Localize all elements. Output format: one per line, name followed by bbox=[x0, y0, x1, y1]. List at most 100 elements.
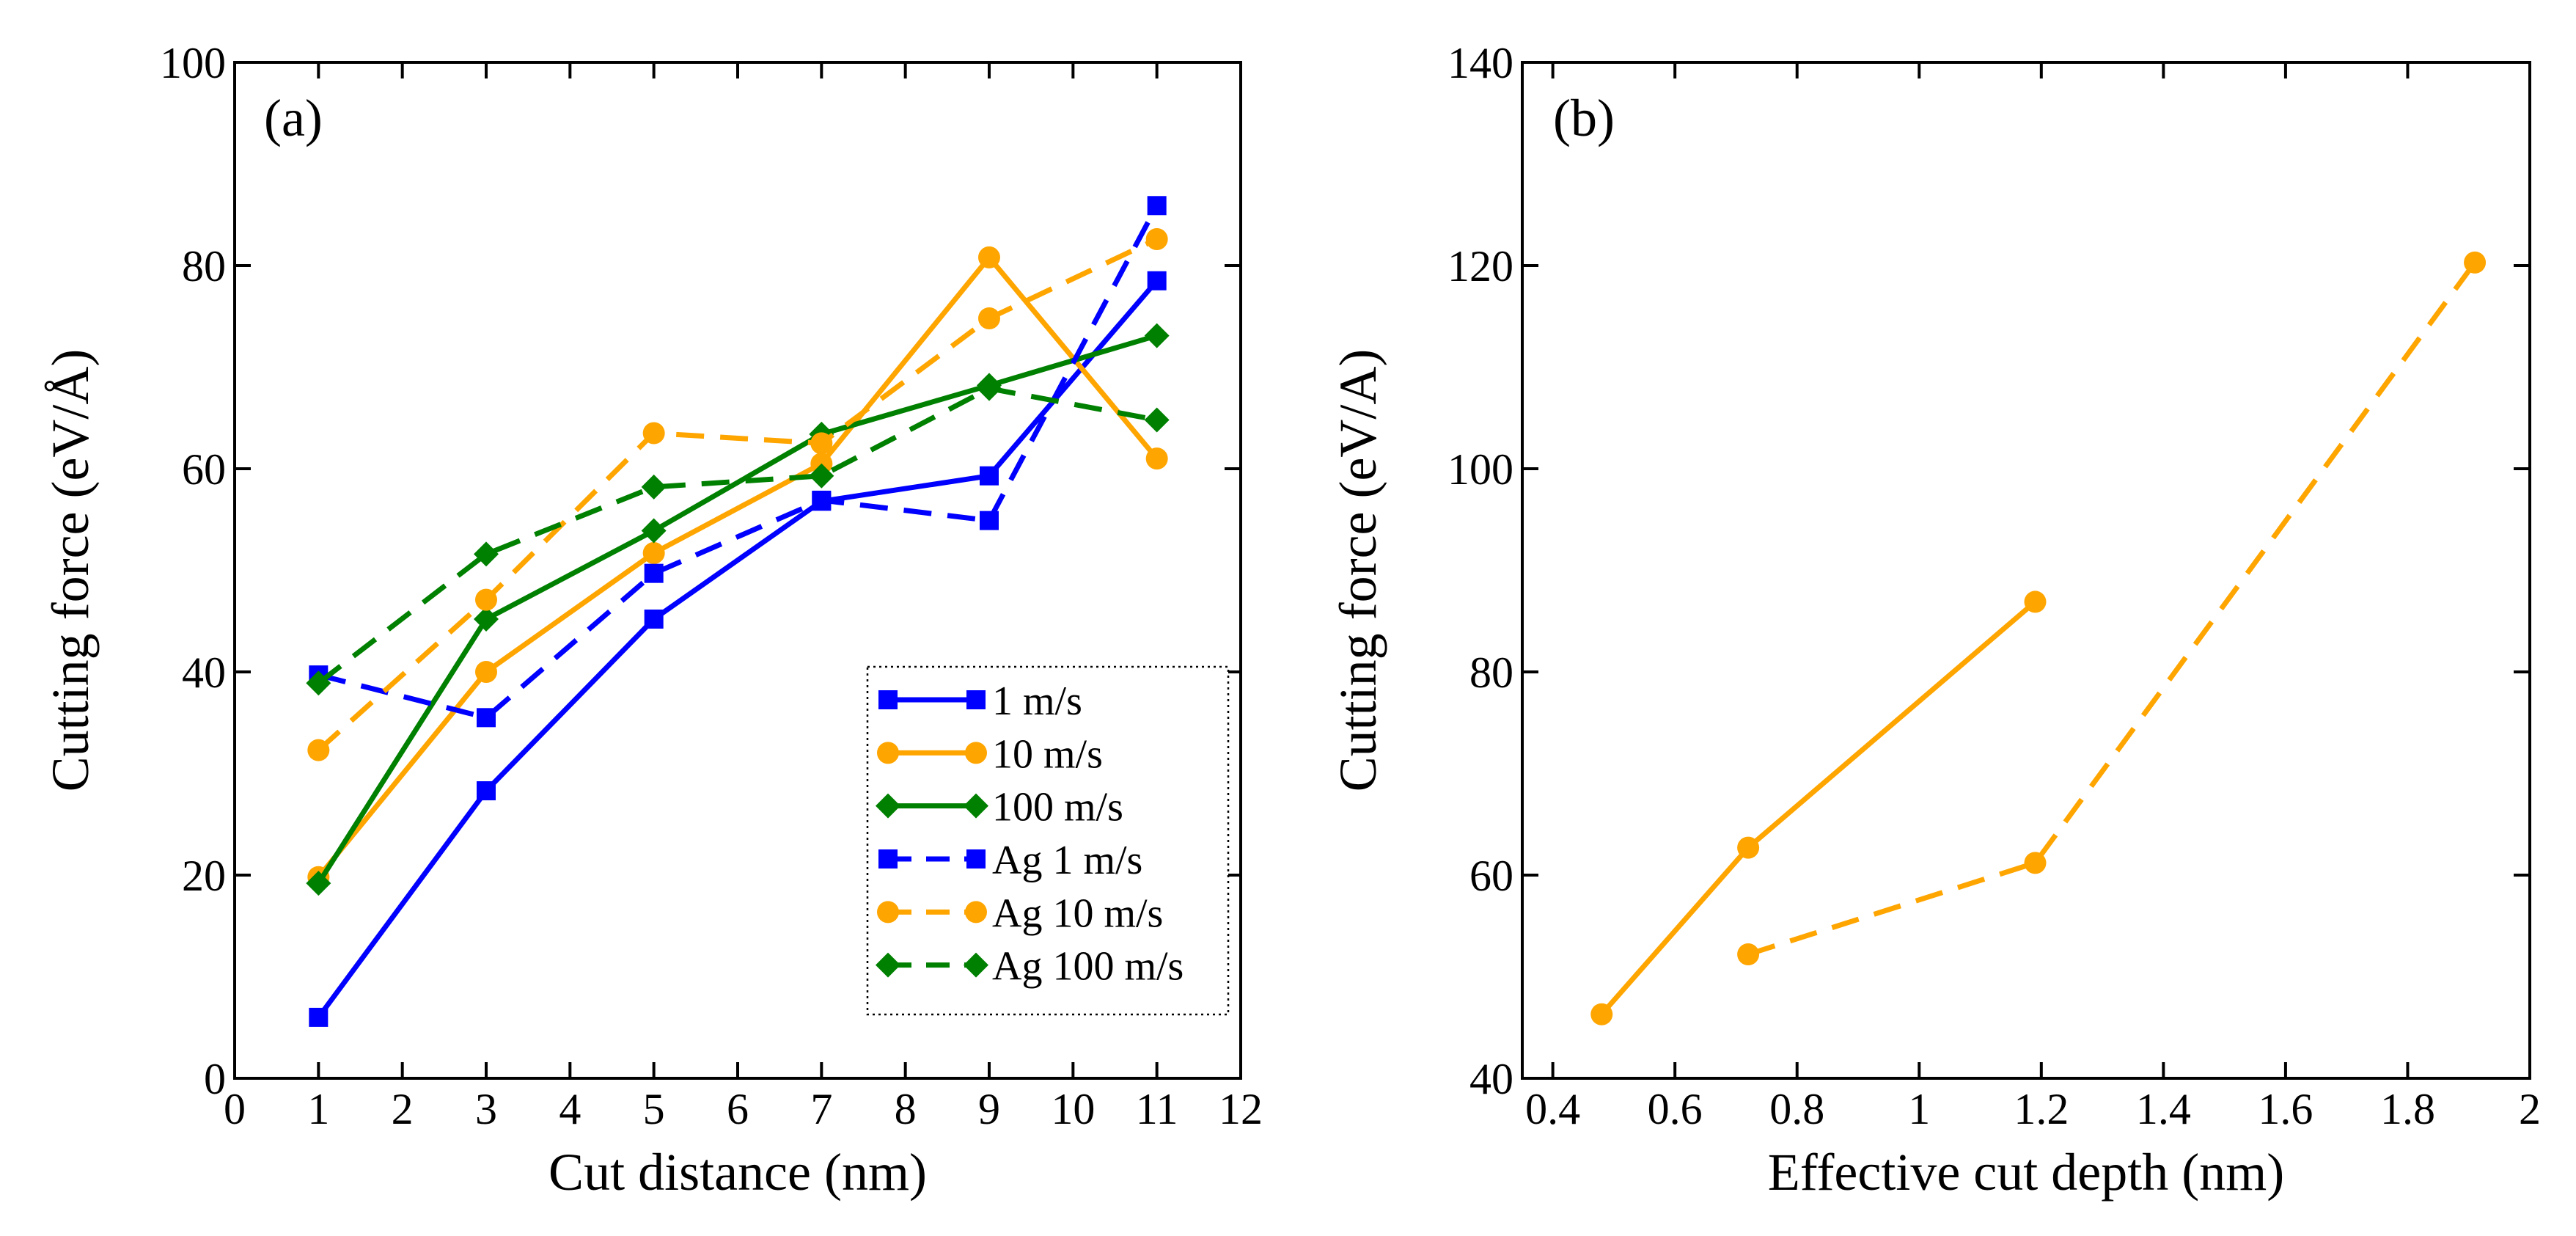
panel-a-x-tick-label: 8 bbox=[895, 1085, 917, 1133]
panel-a-x-tick-label: 1 bbox=[307, 1085, 329, 1133]
legend-label-1-m-s: 1 m/s bbox=[992, 679, 1082, 724]
data-point bbox=[642, 541, 665, 564]
data-point bbox=[977, 376, 1002, 401]
panel-a-label: (a) bbox=[264, 89, 323, 147]
panel-a-y-tick-label: 20 bbox=[182, 852, 226, 900]
panel-a-series-ag-1-m-s bbox=[309, 196, 1167, 728]
panel-b-y-tick-label: 120 bbox=[1447, 242, 1513, 290]
data-point bbox=[1737, 943, 1760, 966]
panel-b-x-tick-label: 1.2 bbox=[2014, 1085, 2069, 1133]
panel-b-x-tick-label: 2 bbox=[2519, 1085, 2541, 1133]
panel-a-y-axis-label: Cutting force (eV/Å) bbox=[41, 349, 100, 792]
legend-marker bbox=[965, 901, 987, 924]
data-point bbox=[477, 781, 496, 801]
panel-a-x-tick-label: 4 bbox=[559, 1085, 581, 1133]
data-point bbox=[474, 606, 499, 632]
data-point bbox=[2024, 852, 2047, 874]
panel-b: 0.4 0.6 0.8 1 1.2 1.4 1.6 1.8 2 40 60 80 100 120 140 Ef… bbox=[1329, 39, 2541, 1202]
panel-a-x-tick-label: 5 bbox=[643, 1085, 665, 1133]
legend-marker bbox=[877, 901, 899, 924]
series-line bbox=[317, 386, 1158, 686]
legend-marker bbox=[876, 793, 900, 819]
series-line bbox=[316, 255, 1159, 879]
data-point bbox=[306, 670, 331, 696]
panel-b-x-tick-label: 1 bbox=[1908, 1085, 1930, 1133]
data-point bbox=[474, 541, 499, 567]
data-point bbox=[307, 739, 330, 761]
data-point bbox=[2024, 590, 2047, 613]
panel-b-label: (b) bbox=[1553, 89, 1615, 147]
panel-a-y-tick-label: 0 bbox=[204, 1055, 226, 1103]
series-line bbox=[1747, 260, 2477, 957]
panel-b-x-tick-label: 0.6 bbox=[1648, 1085, 1703, 1133]
panel-a-series-ag-10-m-s bbox=[307, 227, 1168, 761]
data-point bbox=[1145, 447, 1168, 470]
data-point bbox=[641, 518, 667, 544]
legend-marker bbox=[877, 742, 899, 764]
legend-marker bbox=[966, 849, 986, 869]
legend-marker bbox=[964, 952, 988, 978]
panel-a-y-tick-label: 40 bbox=[182, 648, 226, 697]
panel-a-x-tick-label: 2 bbox=[392, 1085, 414, 1133]
legend-label-ag-10-m-s: Ag 10 m/s bbox=[992, 891, 1163, 936]
panel-b-series-solid bbox=[1590, 590, 2047, 1025]
legend-marker bbox=[876, 952, 900, 978]
data-point bbox=[1144, 323, 1170, 348]
panel-a-x-tick-label: 9 bbox=[978, 1085, 1000, 1133]
panel-b-y-tick-label: 60 bbox=[1469, 852, 1513, 900]
panel-a-legend: 1 m/s 10 m/s 100 m/s Ag 1 m/s Ag 10 m/s Ag 10… bbox=[866, 665, 1230, 1016]
panel-a-y-tick-label: 80 bbox=[182, 242, 226, 290]
data-point bbox=[2464, 251, 2487, 274]
data-point bbox=[1144, 407, 1170, 433]
legend-marker bbox=[964, 793, 988, 819]
panel-b-x-axis-label: Effective cut depth (nm) bbox=[1768, 1143, 2284, 1202]
panel-a-series-ag-100-m-s bbox=[306, 376, 1170, 696]
legend-marker bbox=[878, 849, 898, 869]
panel-a-y-tick-label: 60 bbox=[182, 445, 226, 494]
data-point bbox=[809, 463, 834, 489]
series-line bbox=[316, 279, 1159, 1019]
data-point bbox=[1147, 196, 1167, 216]
data-point bbox=[309, 1007, 329, 1027]
data-point bbox=[475, 588, 497, 611]
series-line bbox=[316, 333, 1158, 885]
data-point bbox=[644, 563, 664, 583]
data-point bbox=[812, 490, 832, 510]
legend-label-100-m-s: 100 m/s bbox=[992, 785, 1123, 830]
panel-a-x-tick-label: 7 bbox=[810, 1085, 832, 1133]
data-point bbox=[1737, 836, 1760, 859]
panel-a-x-tick-label: 3 bbox=[475, 1085, 497, 1133]
panel-a-x-tick-label: 11 bbox=[1136, 1085, 1178, 1133]
legend-label-ag-100-m-s: Ag 100 m/s bbox=[992, 944, 1184, 990]
panel-a-x-tick-label: 10 bbox=[1051, 1085, 1095, 1133]
data-point bbox=[1590, 1003, 1613, 1025]
data-point bbox=[1145, 227, 1168, 250]
legend-marker bbox=[965, 742, 987, 764]
panel-b-x-tick-label: 1.8 bbox=[2380, 1085, 2435, 1133]
panel-b-series-dashed bbox=[1737, 251, 2487, 966]
data-point bbox=[642, 422, 665, 445]
data-point bbox=[978, 246, 1000, 268]
data-point bbox=[477, 708, 496, 728]
panel-b-x-tick-label: 1.6 bbox=[2258, 1085, 2313, 1133]
panel-b-y-tick-label: 140 bbox=[1447, 39, 1513, 87]
panel-a-x-tick-label: 0 bbox=[224, 1085, 246, 1133]
legend-label-ag-1-m-s: Ag 1 m/s bbox=[992, 838, 1142, 883]
data-point bbox=[980, 511, 999, 530]
series-line bbox=[1599, 599, 2037, 1017]
panel-b-y-tick-label: 40 bbox=[1469, 1055, 1513, 1103]
panel-b-y-tick-label: 100 bbox=[1447, 445, 1513, 494]
panel-a-x-axis-label: Cut distance (nm) bbox=[548, 1143, 927, 1202]
panel-b-x-tick-label: 0.8 bbox=[1769, 1085, 1824, 1133]
panel-a-x-tick-label: 12 bbox=[1219, 1085, 1263, 1133]
data-point bbox=[810, 432, 833, 455]
panel-b-x-tick-label: 1.4 bbox=[2136, 1085, 2191, 1133]
data-point bbox=[980, 466, 999, 486]
legend-marker bbox=[966, 690, 986, 709]
data-point bbox=[1147, 271, 1167, 290]
legend-label-10-m-s: 10 m/s bbox=[992, 731, 1103, 777]
data-point bbox=[641, 474, 667, 500]
panel-b-plot-frame bbox=[1521, 61, 2531, 1080]
